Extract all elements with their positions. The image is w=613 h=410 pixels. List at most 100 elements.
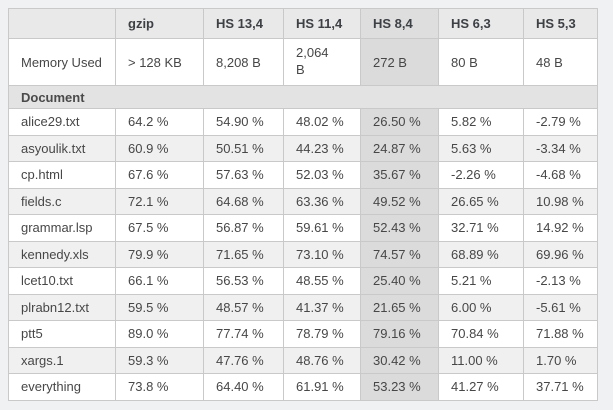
value-cell-xargs-1-hs-6-3: 11.00 % [438,346,524,374]
value-cell-fields-c-hs-13-4: 64.68 % [203,187,284,215]
value-cell-asyoulik-txt-gzip: 60.9 % [115,134,204,162]
value-cell-alice29-txt-hs-13-4: 54.90 % [203,108,284,136]
table-row-xargs-1: xargs.1 59.3 % 47.76 % 48.76 % 30.42 % 11.00 … [8,346,598,374]
value-cell-plrabn12-txt-hs-8-4: 21.65 % [360,293,439,321]
memory-value-text: 8,208 B [216,54,261,70]
column-header-hs-5-3: HS 5,3 [523,8,598,39]
value-cell-everything-hs-11-4: 61.91 % [283,373,361,401]
value-cell-alice29-txt-gzip: 64.2 % [115,108,204,136]
memory-used-row: Memory Used > 128 KB 8,208 B 2,064 B 272 B 80… [8,38,598,86]
document-name: plrabn12.txt [8,293,116,321]
value-cell-kennedy-xls-gzip: 79.9 % [115,240,204,268]
document-name: alice29.txt [8,108,116,136]
value-cell-ptt5-hs-5-3: 71.88 % [523,320,598,348]
value-cell-lcet10-txt-hs-13-4: 56.53 % [203,267,284,295]
value-cell-ptt5-hs-13-4: 77.74 % [203,320,284,348]
memory-used-label: Memory Used [8,38,116,86]
table-row-kennedy-xls: kennedy.xls 79.9 % 71.65 % 73.10 % 74.57 % 68… [8,240,598,268]
value-cell-everything-hs-8-4: 53.23 % [360,373,439,401]
value-cell-grammar-lsp-hs-8-4: 52.43 % [360,214,439,242]
value-cell-plrabn12-txt-hs-13-4: 48.57 % [203,293,284,321]
value-cell-plrabn12-txt-gzip: 59.5 % [115,293,204,321]
value-cell-asyoulik-txt-hs-13-4: 50.51 % [203,134,284,162]
value-cell-xargs-1-hs-5-3: 1.70 % [523,346,598,374]
value-cell-fields-c-hs-5-3: 10.98 % [523,187,598,215]
value-cell-ptt5-hs-8-4: 79.16 % [360,320,439,348]
value-cell-lcet10-txt-hs-5-3: -2.13 % [523,267,598,295]
document-name: lcet10.txt [8,267,116,295]
memory-value-text: > 128 KB [128,54,182,70]
value-cell-xargs-1-hs-8-4: 30.42 % [360,346,439,374]
value-cell-everything-hs-5-3: 37.71 % [523,373,598,401]
value-cell-plrabn12-txt-hs-6-3: 6.00 % [438,293,524,321]
value-cell-asyoulik-txt-hs-8-4: 24.87 % [360,134,439,162]
table-row-everything: everything 73.8 % 64.40 % 61.91 % 53.23 % 41.… [8,373,598,401]
document-name: grammar.lsp [8,214,116,242]
value-cell-grammar-lsp-hs-5-3: 14.92 % [523,214,598,242]
value-cell-ptt5-gzip: 89.0 % [115,320,204,348]
table-row-cp-html: cp.html 67.6 % 57.63 % 52.03 % 35.67 % -2.26 … [8,161,598,189]
memory-value-hs-5-3: 48 B [523,38,598,86]
value-cell-alice29-txt-hs-6-3: 5.82 % [438,108,524,136]
value-cell-asyoulik-txt-hs-5-3: -3.34 % [523,134,598,162]
column-header-hs-6-3: HS 6,3 [438,8,524,39]
value-cell-cp-html-hs-8-4: 35.67 % [360,161,439,189]
table-row-lcet10-txt: lcet10.txt 66.1 % 56.53 % 48.55 % 25.40 % 5.2… [8,267,598,295]
value-cell-asyoulik-txt-hs-6-3: 5.63 % [438,134,524,162]
value-cell-alice29-txt-hs-5-3: -2.79 % [523,108,598,136]
value-cell-plrabn12-txt-hs-5-3: -5.61 % [523,293,598,321]
table-header: gzip HS 13,4 HS 11,4 HS 8,4 HS 6,3 HS 5,3 [8,8,598,39]
value-cell-xargs-1-hs-13-4: 47.76 % [203,346,284,374]
value-cell-cp-html-hs-5-3: -4.68 % [523,161,598,189]
table-row-plrabn12-txt: plrabn12.txt 59.5 % 48.57 % 41.37 % 21.65 % 6… [8,293,598,321]
document-section-row: Document [8,85,598,109]
compression-benchmark-table: gzip HS 13,4 HS 11,4 HS 8,4 HS 6,3 HS 5,3 Mem… [8,8,598,401]
document-name: ptt5 [8,320,116,348]
memory-value-hs-13-4: 8,208 B [203,38,284,86]
table-row-grammar-lsp: grammar.lsp 67.5 % 56.87 % 59.61 % 52.43 % 32… [8,214,598,242]
value-cell-everything-hs-6-3: 41.27 % [438,373,524,401]
value-cell-cp-html-hs-11-4: 52.03 % [283,161,361,189]
value-cell-cp-html-hs-13-4: 57.63 % [203,161,284,189]
value-cell-fields-c-gzip: 72.1 % [115,187,204,215]
value-cell-plrabn12-txt-hs-11-4: 41.37 % [283,293,361,321]
value-cell-lcet10-txt-gzip: 66.1 % [115,267,204,295]
memory-value-text: 272 B [373,54,407,70]
value-cell-kennedy-xls-hs-11-4: 73.10 % [283,240,361,268]
value-cell-grammar-lsp-hs-11-4: 59.61 % [283,214,361,242]
value-cell-everything-hs-13-4: 64.40 % [203,373,284,401]
memory-value-hs-6-3: 80 B [438,38,524,86]
value-cell-alice29-txt-hs-8-4: 26.50 % [360,108,439,136]
column-header-hs-11-4: HS 11,4 [283,8,361,39]
document-section-label: Document [8,85,598,109]
document-name: xargs.1 [8,346,116,374]
document-name: cp.html [8,161,116,189]
table-row-alice29-txt: alice29.txt 64.2 % 54.90 % 48.02 % 26.50 % 5.… [8,108,598,136]
table-row-ptt5: ptt5 89.0 % 77.74 % 78.79 % 79.16 % 70.84 % 71… [8,320,598,348]
table-row-fields-c: fields.c 72.1 % 64.68 % 63.36 % 49.52 % 26.65… [8,187,598,215]
document-name: everything [8,373,116,401]
header-row: gzip HS 13,4 HS 11,4 HS 8,4 HS 6,3 HS 5,3 [8,8,598,39]
value-cell-lcet10-txt-hs-6-3: 5.21 % [438,267,524,295]
value-cell-xargs-1-gzip: 59.3 % [115,346,204,374]
column-header-hs-8-4: HS 8,4 [360,8,439,39]
table-body: Memory Used > 128 KB 8,208 B 2,064 B 272 B 80… [8,38,598,401]
value-cell-kennedy-xls-hs-8-4: 74.57 % [360,240,439,268]
value-cell-grammar-lsp-gzip: 67.5 % [115,214,204,242]
memory-value-text: 2,064 B [296,45,329,77]
value-cell-asyoulik-txt-hs-11-4: 44.23 % [283,134,361,162]
document-name: asyoulik.txt [8,134,116,162]
value-cell-ptt5-hs-11-4: 78.79 % [283,320,361,348]
value-cell-everything-gzip: 73.8 % [115,373,204,401]
memory-value-hs-11-4: 2,064 B [283,38,361,86]
value-cell-grammar-lsp-hs-6-3: 32.71 % [438,214,524,242]
value-cell-ptt5-hs-6-3: 70.84 % [438,320,524,348]
document-name: kennedy.xls [8,240,116,268]
value-cell-grammar-lsp-hs-13-4: 56.87 % [203,214,284,242]
value-cell-cp-html-hs-6-3: -2.26 % [438,161,524,189]
value-cell-lcet10-txt-hs-8-4: 25.40 % [360,267,439,295]
value-cell-lcet10-txt-hs-11-4: 48.55 % [283,267,361,295]
memory-value-text: 48 B [536,54,563,70]
document-name: fields.c [8,187,116,215]
